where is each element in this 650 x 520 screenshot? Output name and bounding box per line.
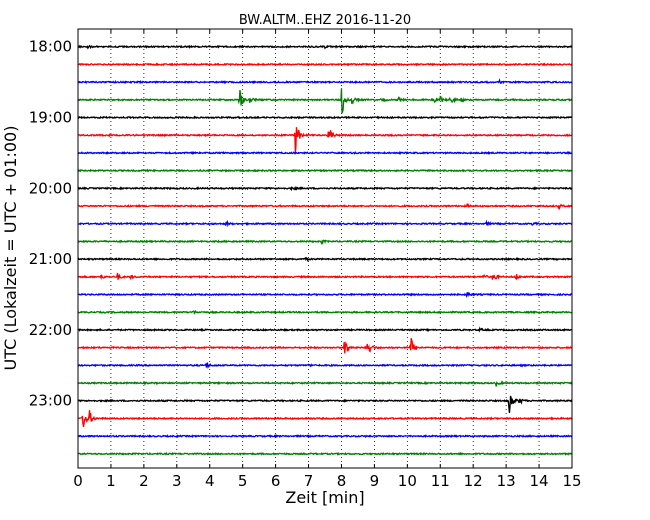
plot-frame: [77, 28, 573, 469]
y-tick-label: 20:00: [29, 179, 72, 197]
seismic-trace: [77, 202, 573, 211]
seismic-trace: [77, 272, 573, 281]
seismic-trace: [77, 78, 573, 85]
x-tick-label: 11: [431, 472, 450, 490]
seismic-trace: [77, 326, 573, 333]
x-tick-label: 7: [304, 472, 314, 490]
y-tick-label: 19:00: [29, 109, 72, 127]
seismic-trace: [77, 88, 573, 114]
seismic-traces: [77, 44, 573, 456]
seismic-trace: [77, 291, 573, 299]
chart-title: BW.ALTM..EHZ 2016-11-20: [239, 13, 411, 28]
seismic-trace: [77, 62, 573, 67]
seismic-trace: [77, 239, 573, 246]
y-tick-label: 22:00: [29, 321, 72, 339]
x-tick-label: 9: [370, 472, 380, 490]
x-tick-label: 8: [337, 472, 347, 490]
seismic-trace: [77, 127, 573, 155]
seismic-trace: [77, 395, 573, 413]
seismic-trace: [77, 168, 573, 173]
seismic-trace: [77, 150, 573, 156]
x-axis-ticks: 0 1 2 3 4 5 6 7 8 9 10 11 12 13 14 15: [73, 29, 582, 490]
x-tick-label: 6: [271, 472, 281, 490]
seismic-trace: [77, 256, 573, 262]
x-tick-label: 1: [106, 472, 116, 490]
x-tick-label: 2: [139, 472, 149, 490]
seismic-trace: [77, 219, 573, 228]
seismic-trace: [77, 44, 573, 50]
x-tick-label: 13: [497, 472, 516, 490]
x-tick-label: 15: [562, 472, 581, 490]
y-axis-ticks: 18:00 19:00 20:00 21:00 22:00 23:00: [29, 38, 572, 410]
x-axis-label: Zeit [min]: [285, 488, 364, 507]
seismic-trace: [77, 185, 573, 192]
seismic-trace: [77, 380, 573, 387]
seismic-trace: [77, 338, 573, 354]
seismic-trace: [77, 434, 573, 439]
x-tick-label: 0: [73, 472, 83, 490]
x-tick-label: 4: [205, 472, 215, 490]
y-tick-label: 18:00: [29, 38, 72, 56]
y-axis-label: UTC (Lokalzeit = UTC + 01:00): [1, 126, 20, 371]
x-tick-label: 5: [238, 472, 248, 490]
seismic-trace: [77, 361, 573, 370]
x-tick-label: 10: [398, 472, 417, 490]
x-tick-label: 14: [530, 472, 549, 490]
seismic-trace: [77, 451, 573, 456]
seismic-trace: [77, 410, 573, 427]
x-tick-label: 12: [464, 472, 483, 490]
y-tick-label: 23:00: [29, 392, 72, 410]
y-tick-label: 21:00: [29, 250, 72, 268]
seismic-trace: [77, 115, 573, 120]
x-tick-label: 3: [172, 472, 182, 490]
seismic-trace: [77, 309, 573, 315]
